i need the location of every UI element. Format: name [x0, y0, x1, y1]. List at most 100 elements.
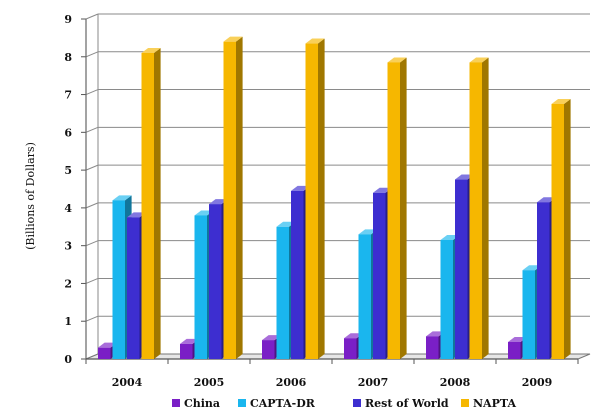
x-tick-label: 2008 [440, 376, 471, 389]
gridline-depth [85, 277, 99, 284]
x-tick-label: 2009 [522, 376, 553, 389]
bar-front [223, 41, 236, 360]
bar-top [262, 335, 282, 341]
legend-label: CAPTA-DR [250, 397, 316, 410]
bar-side [236, 36, 243, 360]
bar-front [455, 179, 468, 359]
y-tick-labels: 0 1 2 3 4 5 6 7 8 9 [64, 13, 72, 366]
bar [551, 99, 571, 359]
bar-front [194, 215, 207, 359]
bar-front [522, 270, 535, 359]
bar-front [344, 338, 357, 359]
bar-top [209, 199, 229, 205]
y-tick-label: 9 [64, 13, 72, 26]
x-tick-label: 2004 [112, 376, 143, 389]
bar-top [276, 221, 296, 227]
gridline-depth [85, 315, 99, 322]
bar-top [358, 229, 378, 235]
bar-top [537, 197, 557, 203]
bar-front [209, 204, 222, 359]
bar-top [455, 174, 475, 180]
bar [469, 57, 489, 359]
bar-side [400, 57, 407, 359]
legend: China CAPTA-DR Rest of World NAPTA [172, 397, 516, 410]
bar-top [522, 265, 542, 271]
legend-swatch [238, 399, 246, 407]
y-tick-label: 7 [64, 89, 72, 102]
bar-front [373, 192, 386, 359]
bar-top [469, 57, 489, 63]
bar-front [98, 347, 111, 359]
bar-front [508, 342, 521, 359]
gridline-depth [85, 240, 99, 247]
y-axis-title: (Billions of Dollars) [24, 142, 37, 250]
bar-side [482, 57, 489, 359]
gridline-depth [85, 126, 99, 133]
bar-side [154, 48, 161, 359]
bar-front [537, 202, 550, 359]
bar-top [127, 212, 147, 218]
bar-front [262, 340, 275, 359]
legend-label: China [184, 397, 220, 410]
y-tick-label: 6 [64, 126, 72, 139]
gridline-depth [85, 51, 99, 58]
bar-front [426, 336, 439, 359]
bar [387, 57, 407, 359]
bar-front [358, 234, 371, 359]
bar-front [305, 43, 318, 360]
bar-front [141, 53, 154, 359]
y-tick-label: 0 [64, 353, 72, 366]
bar-front [440, 240, 453, 359]
bar [305, 38, 325, 360]
gridline-depth [85, 13, 99, 20]
bar-front [127, 217, 140, 359]
bar-top [112, 195, 132, 201]
x-tick-label: 2005 [194, 376, 225, 389]
bar-top [291, 185, 311, 191]
bar-front [469, 62, 482, 359]
gridline-depth [85, 202, 99, 209]
bar-front [112, 200, 125, 359]
bar-front [551, 104, 564, 359]
bar-side [564, 99, 571, 359]
bar-top [387, 57, 407, 63]
bar-top [98, 342, 118, 348]
x-tick-label: 2006 [276, 376, 307, 389]
x-tick-label: 2007 [358, 376, 389, 389]
bar-top [223, 36, 243, 42]
bar [223, 36, 243, 360]
bar-top [551, 99, 571, 104]
x-tick-labels: 2004 2005 2006 2007 2008 2009 [112, 376, 553, 389]
bar-front [291, 190, 304, 359]
bar-top [141, 48, 161, 53]
gridline-depth [85, 89, 99, 96]
legend-swatch [461, 399, 469, 407]
bar [141, 48, 161, 359]
bars [98, 36, 571, 360]
bar-top [305, 38, 325, 44]
y-tick-label: 5 [64, 164, 72, 177]
y-tick-label: 4 [64, 202, 72, 215]
bar-top [440, 235, 460, 240]
legend-label: NAPTA [473, 397, 516, 410]
bar-top [180, 338, 200, 344]
gridline-depth [85, 164, 99, 171]
y-tick-label: 8 [64, 51, 72, 64]
y-tick-label: 1 [64, 315, 72, 328]
bar-top [373, 187, 393, 193]
bar-top [194, 210, 214, 216]
gridlines [85, 13, 590, 360]
legend-swatch [172, 399, 180, 407]
legend-label: Rest of World [365, 397, 449, 410]
bar-side [318, 38, 325, 360]
bar-top [426, 331, 446, 337]
y-tick-label: 2 [64, 277, 72, 290]
bar-front [387, 62, 400, 359]
bar-top [344, 333, 364, 339]
bar-front [276, 226, 289, 359]
legend-swatch [353, 399, 361, 407]
bar-top [508, 337, 528, 342]
y-tick-label: 3 [64, 240, 72, 253]
bar-front [180, 343, 193, 359]
